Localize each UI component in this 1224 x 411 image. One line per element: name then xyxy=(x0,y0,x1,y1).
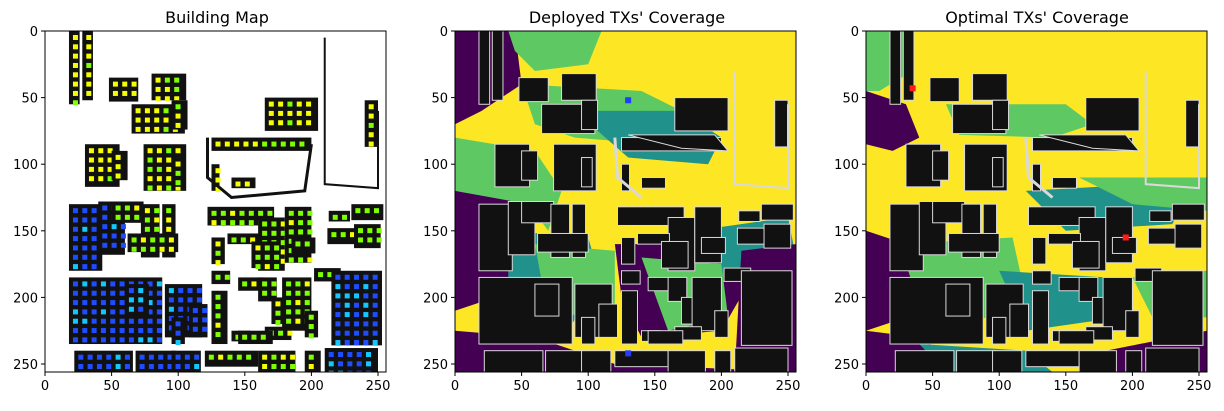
x-tick-label: 150 xyxy=(1053,379,1078,394)
y-tick-label: 200 xyxy=(423,291,448,306)
y-tick-label: 200 xyxy=(834,291,859,306)
y-tick-label: 50 xyxy=(431,92,448,107)
x-tick-label: 200 xyxy=(299,379,324,394)
x-tick-label: 100 xyxy=(576,379,601,394)
x-tick-label: 100 xyxy=(166,379,191,394)
y-tick-label: 250 xyxy=(423,358,448,373)
x-tick-label: 0 xyxy=(451,379,459,394)
x-tick-label: 200 xyxy=(709,379,734,394)
y-tick-label: 100 xyxy=(13,158,38,173)
y-tick-label: 50 xyxy=(21,92,38,107)
building-map-image xyxy=(45,31,386,372)
x-tick-label: 250 xyxy=(366,379,391,394)
y-tick-label: 0 xyxy=(440,25,448,40)
x-tick-label: 50 xyxy=(103,379,120,394)
x-tick-label: 50 xyxy=(513,379,530,394)
panel-title: Building Map xyxy=(165,8,269,27)
y-tick-label: 200 xyxy=(13,291,38,306)
x-tick-label: 150 xyxy=(642,379,667,394)
tx-marker xyxy=(625,97,632,104)
y-tick-label: 150 xyxy=(423,225,448,240)
panel-title: Optimal TXs' Coverage xyxy=(945,8,1129,27)
y-tick-label: 150 xyxy=(13,225,38,240)
panel-optimal-coverage: Optimal TXs' Coverage 0 50 100 150 200 250050… xyxy=(834,8,1211,394)
y-tick-label: 150 xyxy=(834,225,859,240)
panel-deployed-coverage: Deployed TXs' Coverage 0 50 100 150 200 25005… xyxy=(423,8,800,394)
panel-building-map: Building Map 0 50 100 150 200 250050100150200… xyxy=(13,8,390,394)
y-tick-label: 250 xyxy=(13,358,38,373)
x-tick-label: 0 xyxy=(862,379,870,394)
y-tick-label: 250 xyxy=(834,358,859,373)
x-tick-label: 250 xyxy=(776,379,801,394)
y-tick-label: 100 xyxy=(834,158,859,173)
panel-title: Deployed TXs' Coverage xyxy=(529,8,725,27)
x-tick-label: 50 xyxy=(924,379,941,394)
tx-marker xyxy=(1122,234,1129,241)
tx-marker xyxy=(625,350,632,357)
y-tick-label: 100 xyxy=(423,158,448,173)
coverage-map-image xyxy=(455,31,796,372)
y-tick-label: 0 xyxy=(851,25,859,40)
y-tick-label: 0 xyxy=(30,25,38,40)
tx-marker xyxy=(909,85,916,92)
coverage-map-image xyxy=(866,31,1207,372)
y-tick-label: 50 xyxy=(842,92,859,107)
x-tick-label: 250 xyxy=(1187,379,1212,394)
x-tick-label: 100 xyxy=(987,379,1012,394)
x-tick-label: 0 xyxy=(41,379,49,394)
x-tick-label: 150 xyxy=(232,379,257,394)
x-tick-label: 200 xyxy=(1120,379,1145,394)
